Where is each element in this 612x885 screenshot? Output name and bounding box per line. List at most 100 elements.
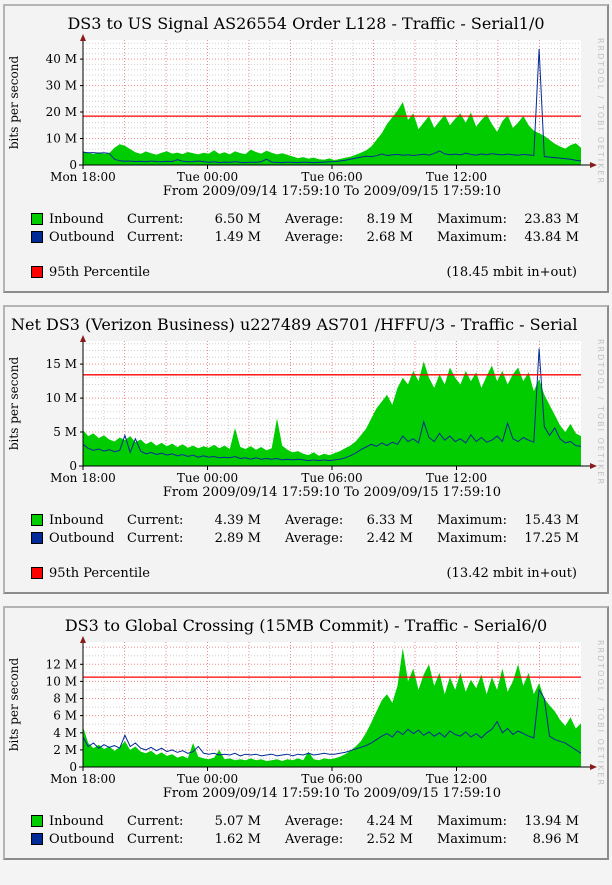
rrdtool-watermark: RRDTOOL / TOBI OETIKER: [596, 640, 605, 788]
current-label: Current:: [127, 512, 184, 528]
average-label: Average:: [285, 530, 344, 546]
svg-text:Tue 06:00: Tue 06:00: [301, 170, 362, 184]
percentile-label: 95th Percentile: [49, 264, 150, 280]
average-label: Average:: [285, 813, 344, 829]
legend-row-inbound: Inbound Current: 6.50 M Average: 8.19 M …: [31, 210, 579, 228]
current-value: 1.62 M: [214, 831, 261, 847]
average-label: Average:: [285, 211, 344, 227]
average-value: 6.33 M: [366, 512, 413, 528]
current-value: 5.07 M: [214, 813, 261, 829]
outbound-swatch: [31, 231, 43, 243]
svg-text:Tue 00:00: Tue 00:00: [177, 471, 238, 485]
svg-text:10 M: 10 M: [46, 391, 77, 405]
legend-row-inbound: Inbound Current: 5.07 M Average: 4.24 M …: [31, 812, 579, 830]
svg-text:From 2009/09/14 17:59:10 To 20: From 2009/09/14 17:59:10 To 2009/09/15 1…: [163, 485, 501, 500]
svg-text:From 2009/09/14 17:59:10 To 20: From 2009/09/14 17:59:10 To 2009/09/15 1…: [163, 184, 501, 199]
current-label: Current:: [127, 211, 184, 227]
current-value: 2.89 M: [214, 530, 261, 546]
series-name: Inbound: [49, 813, 104, 829]
maximum-label: Maximum:: [437, 530, 507, 546]
svg-text:Tue 12:00: Tue 12:00: [426, 471, 487, 485]
svg-text:Tue 06:00: Tue 06:00: [301, 471, 362, 485]
percentile-note: (13.42 mbit in+out): [446, 565, 577, 581]
maximum-label: Maximum:: [437, 211, 507, 227]
graphs-page: RRDTOOL / TOBI OETIKER DS3 to US Signal …: [3, 4, 609, 860]
current-value: 4.39 M: [214, 512, 261, 528]
svg-text:0: 0: [69, 760, 77, 774]
svg-text:0: 0: [69, 459, 77, 473]
maximum-value: 43.84 M: [524, 229, 579, 245]
graph-title: DS3 to Global Crossing (15MB Commit) - T…: [64, 616, 548, 635]
svg-text:8 M: 8 M: [53, 692, 77, 706]
svg-text:2 M: 2 M: [53, 743, 77, 757]
maximum-value: 17.25 M: [524, 530, 579, 546]
inbound-swatch: [31, 815, 43, 827]
series-name: Inbound: [49, 211, 104, 227]
graph-panel-us-signal: RRDTOOL / TOBI OETIKER DS3 to US Signal …: [3, 4, 609, 293]
legend-row-outbound: Outbound Current: 1.62 M Average: 2.52 M…: [31, 830, 579, 848]
current-value: 1.49 M: [214, 229, 261, 245]
rrdtool-watermark: RRDTOOL / TOBI OETIKER: [596, 38, 605, 186]
svg-text:5 M: 5 M: [53, 425, 77, 439]
graph-legend: Inbound Current: 4.39 M Average: 6.33 M …: [5, 511, 607, 592]
percentile-label: 95th Percentile: [49, 565, 150, 581]
legend-row-percentile: 95th Percentile (18.45 mbit in+out): [31, 263, 577, 281]
legend-row-outbound: Outbound Current: 2.89 M Average: 2.42 M…: [31, 529, 579, 547]
percentile-swatch: [31, 266, 43, 278]
percentile-swatch: [31, 567, 43, 579]
svg-text:Tue 12:00: Tue 12:00: [426, 772, 487, 786]
traffic-graph-svg: 0 2 M 4 M 6 M 8 M 10 M 12 M Mon 18:00 Tue 00:00 T…: [7, 636, 597, 801]
svg-text:Mon 18:00: Mon 18:00: [50, 170, 116, 184]
series-name: Outbound: [49, 229, 115, 245]
svg-text:0: 0: [69, 158, 77, 172]
current-label: Current:: [127, 813, 184, 829]
outbound-swatch: [31, 833, 43, 845]
current-label: Current:: [127, 530, 184, 546]
svg-text:10 M: 10 M: [46, 132, 77, 146]
maximum-label: Maximum:: [437, 512, 507, 528]
traffic-graph-svg: 0 5 M 10 M 15 M Mon 18:00 Tue 00:00 Tue 06:00 T…: [7, 335, 597, 500]
graph-title: Net DS3 (Verizon Business) u227489 AS701…: [11, 315, 578, 334]
graph-legend: Inbound Current: 5.07 M Average: 4.24 M …: [5, 812, 607, 858]
series-name: Inbound: [49, 512, 104, 528]
traffic-chart: 0 2 M 4 M 6 M 8 M 10 M 12 M Mon 18:00 Tue 00:00 T…: [5, 636, 607, 802]
maximum-value: 13.94 M: [524, 813, 579, 829]
maximum-label: Maximum:: [437, 831, 507, 847]
current-label: Current:: [127, 831, 184, 847]
rrdtool-watermark: RRDTOOL / TOBI OETIKER: [596, 339, 605, 487]
average-label: Average:: [285, 229, 344, 245]
maximum-value: 15.43 M: [524, 512, 579, 528]
average-value: 2.52 M: [366, 831, 413, 847]
graph-legend: Inbound Current: 6.50 M Average: 8.19 M …: [5, 210, 607, 291]
graph-panel-global-crossing: RRDTOOL / TOBI OETIKER DS3 to Global Cro…: [3, 606, 609, 860]
traffic-graph-svg: 0 10 M 20 M 30 M 40 M Mon 18:00 Tue 00:00 Tue 0…: [7, 34, 597, 199]
average-label: Average:: [285, 512, 344, 528]
svg-text:Mon 18:00: Mon 18:00: [50, 772, 116, 786]
series-name: Outbound: [49, 831, 115, 847]
legend-row-outbound: Outbound Current: 1.49 M Average: 2.68 M…: [31, 228, 579, 246]
current-value: 6.50 M: [214, 211, 261, 227]
svg-text:Mon 18:00: Mon 18:00: [50, 471, 116, 485]
average-value: 2.68 M: [366, 229, 413, 245]
svg-text:12 M: 12 M: [46, 657, 77, 671]
maximum-value: 23.83 M: [524, 211, 579, 227]
svg-text:15 M: 15 M: [46, 357, 77, 371]
svg-text:30 M: 30 M: [46, 79, 77, 93]
percentile-note: (18.45 mbit in+out): [446, 264, 577, 280]
svg-text:Tue 06:00: Tue 06:00: [301, 772, 362, 786]
outbound-swatch: [31, 532, 43, 544]
maximum-value: 8.96 M: [532, 831, 579, 847]
inbound-swatch: [31, 514, 43, 526]
svg-text:Tue 12:00: Tue 12:00: [426, 170, 487, 184]
svg-text:6 M: 6 M: [53, 709, 77, 723]
svg-text:4 M: 4 M: [53, 726, 77, 740]
traffic-chart: 0 10 M 20 M 30 M 40 M Mon 18:00 Tue 00:00 Tue 0…: [5, 34, 607, 200]
legend-row-percentile: 95th Percentile (13.42 mbit in+out): [31, 564, 577, 582]
average-label: Average:: [285, 831, 344, 847]
svg-text:bits per second: bits per second: [7, 658, 21, 752]
average-value: 4.24 M: [366, 813, 413, 829]
average-value: 2.42 M: [366, 530, 413, 546]
current-label: Current:: [127, 229, 184, 245]
graph-title: DS3 to US Signal AS26554 Order L128 - Tr…: [67, 14, 545, 33]
svg-text:From 2009/09/14 17:59:10 To 20: From 2009/09/14 17:59:10 To 2009/09/15 1…: [163, 786, 501, 801]
